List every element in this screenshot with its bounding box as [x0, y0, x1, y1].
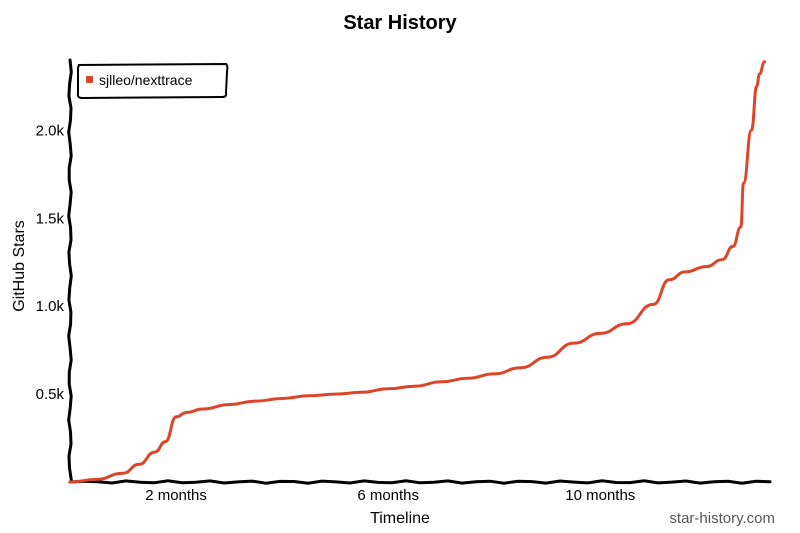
- y-axis-label: GitHub Stars: [11, 220, 28, 312]
- legend-swatch: [86, 76, 93, 83]
- x-tick-label: 2 months: [145, 487, 207, 504]
- plot-area: 0.5k 1.0k 1.5k 2.0k 2 months 6 months 10 mont…: [36, 58, 772, 504]
- x-axis-line: [68, 479, 772, 485]
- series-layer: [68, 60, 767, 484]
- y-tick-label: 0.5k: [36, 386, 65, 403]
- y-axis-line: [67, 58, 73, 482]
- y-tick-label: 1.5k: [36, 210, 65, 227]
- x-axis-label: Timeline: [370, 510, 430, 527]
- chart-title: Star History: [343, 12, 457, 34]
- watermark: star-history.com: [669, 510, 775, 527]
- legend-box: [76, 62, 229, 100]
- y-tick-label: 1.0k: [36, 298, 65, 315]
- y-tick-label: 2.0k: [36, 122, 65, 139]
- legend-label: sjlleo/nexttrace: [99, 72, 193, 88]
- x-tick-label: 10 months: [565, 487, 635, 504]
- x-tick-labels: 2 months 6 months 10 months: [145, 487, 635, 504]
- y-tick-labels: 0.5k 1.0k 1.5k 2.0k: [36, 122, 65, 403]
- series-line: [68, 60, 767, 484]
- x-tick-label: 6 months: [357, 487, 419, 504]
- legend: sjlleo/nexttrace: [76, 62, 229, 100]
